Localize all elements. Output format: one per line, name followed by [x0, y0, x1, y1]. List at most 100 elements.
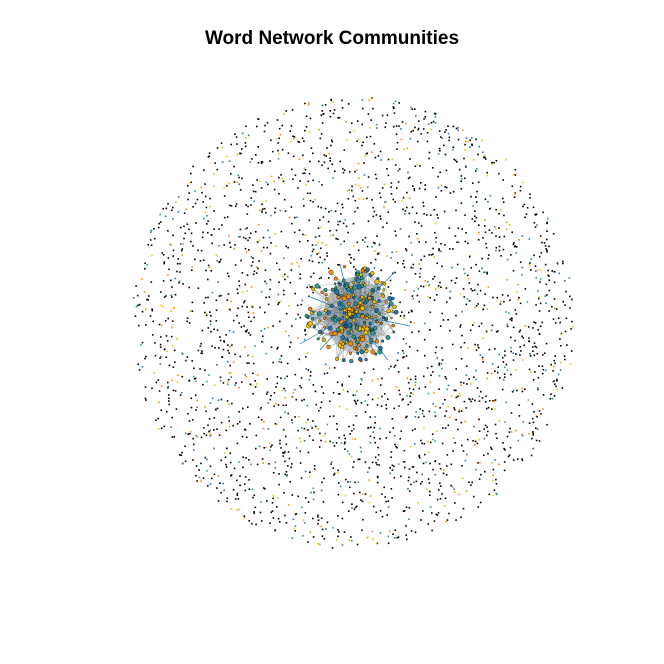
word-node [459, 326, 461, 328]
word-node [226, 185, 228, 187]
word-node [309, 160, 311, 163]
word-node [225, 334, 227, 336]
word-node [411, 295, 414, 297]
word-node [364, 358, 368, 362]
word-node [350, 315, 354, 318]
word-node [520, 350, 522, 352]
word-node [310, 371, 312, 373]
word-node [157, 379, 160, 381]
word-node [235, 136, 238, 138]
word-node [459, 324, 462, 326]
word-node [353, 492, 355, 495]
word-node [458, 493, 460, 496]
word-node [387, 506, 390, 508]
word-node [472, 205, 474, 207]
word-node [361, 107, 364, 110]
word-node [298, 229, 301, 231]
word-node [375, 214, 378, 216]
word-node [546, 249, 548, 252]
word-node [170, 294, 172, 297]
word-node [285, 245, 287, 248]
word-node [332, 415, 335, 417]
word-node [367, 176, 370, 178]
word-node [357, 177, 360, 179]
word-node [433, 299, 436, 301]
word-node [439, 281, 441, 284]
word-node [402, 262, 404, 265]
word-node [465, 232, 467, 234]
word-node [452, 146, 455, 148]
word-node [250, 463, 252, 466]
word-node [302, 198, 305, 200]
word-node [196, 480, 198, 482]
word-node [203, 169, 205, 171]
word-node [382, 282, 386, 286]
word-node [218, 434, 221, 436]
word-node [490, 446, 492, 449]
word-node [349, 433, 351, 435]
word-node [164, 320, 167, 322]
word-node [495, 208, 497, 211]
word-node [478, 438, 481, 441]
word-node [469, 139, 471, 142]
word-node [241, 148, 243, 150]
word-node [464, 165, 467, 167]
word-node [258, 260, 260, 262]
word-node [271, 502, 274, 504]
word-node [371, 199, 373, 201]
word-node [307, 451, 310, 454]
word-node [191, 266, 193, 268]
word-node [200, 352, 203, 354]
word-node [251, 306, 254, 308]
word-node [464, 272, 466, 275]
word-node [530, 269, 532, 271]
word-node [219, 380, 222, 382]
word-node [298, 158, 301, 160]
word-node [513, 196, 516, 198]
word-node [358, 198, 361, 200]
word-node [466, 140, 469, 143]
word-node [478, 224, 480, 226]
word-node [371, 97, 374, 99]
word-node [465, 407, 467, 409]
word-node [392, 102, 395, 105]
word-node [469, 329, 472, 332]
word-node [322, 113, 325, 115]
word-node [410, 483, 412, 486]
word-node [180, 243, 182, 245]
word-node [486, 377, 488, 380]
word-node [287, 451, 290, 453]
word-node [326, 147, 328, 149]
word-node [385, 122, 387, 124]
word-node [549, 397, 552, 400]
word-node [250, 197, 252, 199]
word-node [478, 145, 480, 148]
word-node [207, 264, 210, 267]
word-node [413, 290, 415, 292]
word-node [348, 375, 351, 378]
word-node [332, 441, 334, 444]
word-node [403, 510, 406, 512]
word-node [506, 435, 509, 438]
word-node [384, 300, 388, 304]
word-node [408, 197, 411, 199]
word-node [223, 340, 225, 342]
word-node [291, 325, 293, 327]
word-node [305, 126, 308, 128]
word-node [275, 403, 277, 405]
word-node [459, 293, 462, 295]
word-node [423, 415, 425, 418]
word-node [375, 542, 378, 545]
word-node [349, 253, 351, 256]
edge [356, 325, 394, 350]
word-node [537, 388, 539, 391]
word-node [167, 385, 170, 388]
word-node [261, 520, 263, 522]
word-node [188, 433, 191, 435]
word-node [522, 421, 525, 423]
word-node [377, 299, 381, 303]
word-node [270, 446, 272, 448]
word-node [218, 244, 220, 247]
word-node [477, 462, 479, 464]
word-node [158, 323, 161, 326]
